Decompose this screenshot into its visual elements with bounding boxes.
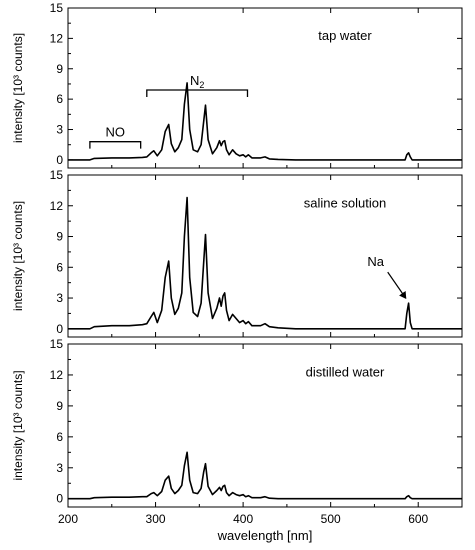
sample-label: tap water	[318, 28, 372, 43]
y-axis-label: intensity [10³ counts]	[11, 370, 25, 480]
y-tick-label: 12	[50, 368, 64, 382]
spectrum-line	[68, 196, 462, 330]
x-tick-label: 200	[58, 512, 78, 526]
y-tick-label: 0	[56, 322, 63, 336]
x-tick-label: 500	[321, 512, 341, 526]
y-tick-label: 12	[50, 31, 64, 45]
na-arrow	[387, 271, 407, 299]
y-tick-label: 12	[50, 199, 64, 213]
y-tick-label: 0	[56, 492, 63, 506]
sample-label: distilled water	[306, 365, 385, 380]
x-axis-label: wavelength [nm]	[217, 528, 313, 543]
spectrum-line	[68, 451, 462, 500]
y-tick-label: 3	[56, 123, 63, 137]
bracket-label: NO	[106, 125, 126, 140]
y-tick-label: 15	[50, 337, 64, 351]
panel-2: 0 3 6 9 12 15 intensity [10³ counts] saline sol…	[11, 168, 463, 338]
y-tick-label: 3	[56, 461, 63, 475]
spectrum-line	[68, 82, 462, 161]
y-tick-label: 6	[56, 430, 63, 444]
panel-frame	[67, 7, 463, 169]
y-tick-label: 15	[50, 168, 64, 182]
bracket	[146, 89, 249, 98]
y-tick-label: 3	[56, 291, 63, 305]
y-tick-label: 6	[56, 260, 63, 274]
bracket-label: N2	[190, 73, 204, 90]
na-label: Na	[367, 254, 384, 269]
panel-1: 0 3 6 9 12 15 intensity [10³ counts] tap water N…	[11, 1, 463, 169]
x-tick-label: 600	[408, 512, 428, 526]
y-tick-label: 9	[56, 230, 63, 244]
y-axis-label: intensity [10³ counts]	[11, 33, 25, 143]
bracket	[89, 141, 142, 149]
y-tick-label: 6	[56, 92, 63, 106]
x-tick-label: 300	[146, 512, 166, 526]
panel-3: 0 3 6 9 12 15 intensity [10³ counts] distilled …	[11, 337, 463, 543]
bracket-label-sub: 2	[199, 80, 204, 90]
panel-frame	[67, 343, 463, 508]
x-tick-label: 400	[233, 512, 253, 526]
y-tick-label: 9	[56, 62, 63, 76]
sample-label: saline solution	[304, 195, 386, 210]
y-tick-label: 15	[50, 1, 64, 15]
y-tick-label: 9	[56, 399, 63, 413]
y-axis-label: intensity [10³ counts]	[11, 201, 25, 311]
panel-frame	[67, 174, 463, 338]
y-tick-label: 0	[56, 153, 63, 167]
